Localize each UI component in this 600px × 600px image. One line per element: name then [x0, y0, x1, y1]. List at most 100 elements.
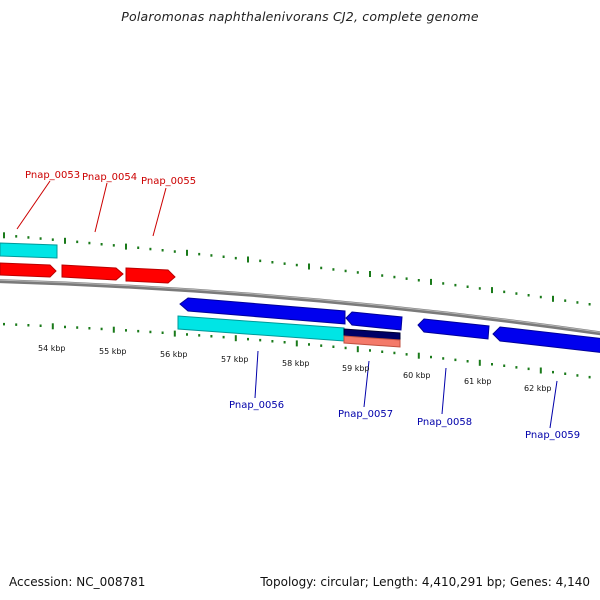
- lower-ruler-minor-tick: [3, 322, 5, 326]
- cds-arrow-pnap-0059[interactable]: [492, 326, 600, 353]
- lower-ruler-minor-tick: [564, 372, 567, 375]
- lower-ruler-minor-tick: [259, 338, 262, 342]
- lower-ruler-minor-tick: [161, 331, 164, 334]
- kbp-label-59: 59 kbp: [342, 364, 370, 373]
- upper-ruler-minor-tick: [283, 262, 286, 265]
- cds-arrow-pnap-0054[interactable]: [61, 264, 124, 281]
- gene-label-group-pnap-0055[interactable]: Pnap_0055: [141, 176, 196, 237]
- upper-ruler-major-tick: [186, 249, 188, 256]
- gene-label-pnap-0054[interactable]: Pnap_0054: [82, 172, 137, 183]
- upper-ruler-minor-tick: [259, 259, 262, 263]
- genome-backbone: [0, 279, 600, 336]
- cog-band-forward: [0, 242, 58, 259]
- upper-ruler-major-tick: [552, 295, 554, 302]
- gene-label-group-pnap-0058[interactable]: Pnap_0058: [417, 367, 472, 428]
- upper-ruler-minor-tick: [466, 285, 469, 288]
- lower-ruler-minor-tick: [527, 367, 530, 371]
- upper-ruler-minor-tick: [112, 244, 115, 247]
- lower-ruler-minor-tick: [283, 341, 286, 344]
- lower-ruler-minor-tick: [369, 349, 371, 352]
- upper-ruler-minor-tick: [161, 249, 164, 252]
- lower-ruler-minor-tick: [222, 335, 225, 339]
- lower-ruler-minor-tick: [344, 346, 347, 350]
- gene-label-group-pnap-0053[interactable]: Pnap_0053: [16, 170, 80, 230]
- lower-ruler-major-tick: [112, 326, 115, 333]
- lower-ruler-major-tick: [173, 330, 176, 337]
- lower-ruler-minor-tick: [125, 329, 127, 332]
- lower-ruler-minor-tick: [466, 360, 469, 363]
- upper-ruler-minor-tick: [271, 261, 274, 264]
- lower-ruler-minor-tick: [393, 351, 396, 355]
- gene-label-pnap-0055[interactable]: Pnap_0055: [141, 176, 196, 187]
- lower-ruler-major-tick: [356, 346, 359, 353]
- upper-ruler-minor-tick: [137, 246, 140, 249]
- gene-label-pnap-0057[interactable]: Pnap_0057: [338, 409, 393, 420]
- gene-label-group-pnap-0057[interactable]: Pnap_0057: [338, 360, 393, 420]
- upper-ruler-minor-tick: [320, 266, 323, 270]
- kbp-label-56: 56 kbp: [160, 350, 188, 359]
- lower-ruler-minor-tick: [491, 363, 493, 366]
- lower-ruler-minor-tick: [552, 370, 554, 374]
- upper-ruler-minor-tick: [198, 252, 201, 256]
- lower-ruler-minor-tick: [149, 330, 152, 334]
- upper-ruler-minor-tick: [15, 235, 18, 238]
- upper-ruler-minor-tick: [100, 243, 103, 246]
- upper-ruler-major-tick: [64, 237, 66, 244]
- upper-ruler-minor-tick: [405, 277, 408, 280]
- kbp-scale-labels: 54 kbp 55 kbp 56 kbp 57 kbp 58 kbp 59 kb…: [38, 344, 552, 393]
- gene-label-pnap-0058[interactable]: Pnap_0058: [417, 417, 472, 428]
- upper-ruler-minor-tick: [454, 283, 457, 287]
- cds-arrow-pnap-0053[interactable]: [0, 262, 57, 278]
- lower-ruler-major-tick: [417, 352, 420, 359]
- lower-ruler-minor-tick: [430, 355, 432, 359]
- gene-label-group-pnap-0056[interactable]: Pnap_0056: [229, 350, 284, 411]
- upper-ruler-minor-tick: [51, 238, 54, 241]
- lower-ruler-minor-tick: [137, 329, 140, 333]
- upper-ruler-major-tick: [308, 263, 310, 270]
- upper-ruler-minor-tick: [503, 290, 506, 294]
- lower-ruler-minor-tick: [198, 334, 201, 337]
- cds-arrow-pnap-0058[interactable]: [417, 318, 490, 340]
- cds-arrow-pnap-0055[interactable]: [125, 267, 176, 284]
- gene-label-pnap-0053[interactable]: Pnap_0053: [25, 170, 80, 181]
- upper-ruler-major-tick: [491, 287, 493, 294]
- upper-ruler-minor-tick: [76, 240, 79, 244]
- upper-ruler-major-tick: [247, 256, 249, 263]
- kbp-label-58: 58 kbp: [282, 359, 310, 368]
- upper-ruler-minor-tick: [393, 275, 396, 279]
- lower-ruler-major-tick: [539, 367, 542, 374]
- lower-ruler-minor-tick: [332, 345, 335, 348]
- upper-ruler-minor-tick: [442, 282, 445, 285]
- cds-arrow-pnap-0056[interactable]: [179, 297, 346, 325]
- gene-label-pnap-0056[interactable]: Pnap_0056: [229, 400, 284, 411]
- upper-ruler-minor-tick: [478, 287, 481, 290]
- upper-ruler-minor-tick: [417, 279, 420, 282]
- gene-label-group-pnap-0059[interactable]: Pnap_0059: [525, 380, 580, 441]
- lower-ruler-minor-tick: [210, 335, 213, 338]
- gene-label-pnap-0059[interactable]: Pnap_0059: [525, 430, 580, 441]
- upper-ruler-minor-tick: [210, 254, 213, 257]
- kbp-label-60: 60 kbp: [403, 371, 431, 380]
- accession-text: Accession: NC_008781: [9, 575, 146, 589]
- upper-ruler-minor-tick: [381, 274, 384, 277]
- upper-ruler-minor-tick: [332, 268, 335, 271]
- lower-ruler-minor-tick: [405, 353, 408, 356]
- upper-ruler-major-tick: [430, 278, 432, 285]
- upper-ruler-minor-tick: [295, 263, 298, 267]
- cds-arrow-pnap-0057[interactable]: [345, 311, 403, 331]
- upper-ruler-minor-tick: [149, 247, 152, 251]
- upper-ruler-minor-tick: [344, 269, 347, 273]
- upper-ruler-minor-tick: [39, 237, 42, 240]
- kbp-label-55: 55 kbp: [99, 347, 127, 356]
- lower-ruler-minor-tick: [442, 357, 445, 360]
- kbp-label-54: 54 kbp: [38, 344, 66, 353]
- gene-label-group-pnap-0054[interactable]: Pnap_0054: [82, 172, 137, 233]
- genome-backbone-highlight: [0, 279, 600, 333]
- lower-ruler-minor-tick: [15, 323, 18, 326]
- upper-ruler-major-tick: [369, 271, 371, 277]
- lower-ruler-minor-tick: [381, 350, 384, 353]
- kbp-label-57: 57 kbp: [221, 355, 249, 364]
- upper-ruler-minor-tick: [527, 294, 530, 297]
